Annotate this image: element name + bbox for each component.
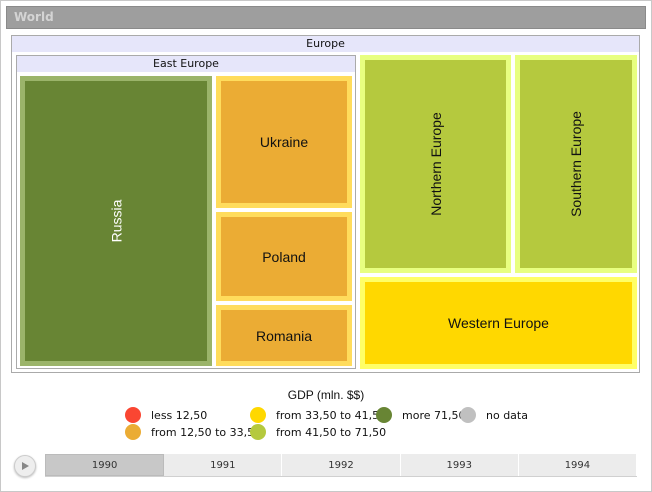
legend-label: less 12,50 bbox=[151, 408, 208, 422]
legend-item[interactable]: from 41,50 to 71,50 bbox=[250, 424, 386, 440]
legend-title: GDP (mln. $$) bbox=[287, 388, 365, 402]
treemap-leaf-fill: Romania bbox=[221, 310, 347, 361]
breadcrumb-world[interactable]: World bbox=[6, 6, 646, 29]
legend-label: from 12,50 to 33,50 bbox=[151, 425, 262, 439]
treemap-leaf-label: Northern Europe bbox=[427, 112, 444, 216]
treemap-leaf-southern[interactable]: Southern Europe bbox=[515, 55, 637, 273]
timeline-year-1992[interactable]: 1992 bbox=[282, 454, 401, 476]
treemap-leaf-label: Poland bbox=[262, 248, 306, 265]
treemap-leaf-fill: Ukraine bbox=[221, 81, 347, 203]
group-east-europe-header[interactable]: East Europe bbox=[17, 56, 355, 72]
legend-item[interactable]: from 33,50 to 41,50 bbox=[250, 407, 386, 423]
legend-swatch bbox=[125, 407, 141, 423]
legend-label: no data bbox=[486, 408, 528, 422]
legend-item[interactable]: from 12,50 to 33,50 bbox=[125, 424, 261, 440]
timeline[interactable]: 1990 1991 1992 1993 1994 bbox=[45, 454, 638, 477]
legend-label: more 71,50 bbox=[402, 408, 466, 422]
legend-item[interactable]: more 71,50 bbox=[376, 407, 465, 423]
legend-label: from 33,50 to 41,50 bbox=[276, 408, 387, 422]
treemap-leaf-russia[interactable]: Russia bbox=[20, 76, 212, 366]
legend-swatch bbox=[460, 407, 476, 423]
legend-swatch bbox=[250, 407, 266, 423]
play-button[interactable] bbox=[14, 455, 36, 477]
legend-swatch bbox=[125, 424, 141, 440]
play-icon bbox=[22, 462, 29, 470]
treemap-leaf-poland[interactable]: Poland bbox=[216, 212, 352, 301]
group-europe-header[interactable]: Europe bbox=[12, 36, 639, 52]
timeline-year-1994[interactable]: 1994 bbox=[519, 454, 638, 476]
treemap-leaf-northern[interactable]: Northern Europe bbox=[360, 55, 511, 273]
treemap-leaf-fill: Poland bbox=[221, 217, 347, 296]
treemap-leaf-label: Southern Europe bbox=[567, 111, 584, 217]
treemap-leaf-label: Romania bbox=[255, 327, 313, 344]
legend-item[interactable]: no data bbox=[460, 407, 528, 423]
treemap-leaf-label: Western Europe bbox=[448, 315, 549, 331]
legend-label: from 41,50 to 71,50 bbox=[276, 425, 387, 439]
treemap-leaf-fill: Russia bbox=[25, 81, 207, 361]
timeline-year-1993[interactable]: 1993 bbox=[401, 454, 519, 476]
treemap-leaf-fill: Northern Europe bbox=[365, 60, 506, 268]
treemap-leaf-fill: Southern Europe bbox=[520, 60, 632, 268]
treemap-leaf-label: Russia bbox=[107, 199, 124, 243]
treemap-leaf-fill: Western Europe bbox=[365, 282, 632, 364]
timeline-year-1990[interactable]: 1990 bbox=[45, 454, 165, 476]
treemap-leaf-western[interactable]: Western Europe bbox=[360, 277, 637, 369]
treemap-leaf-romania[interactable]: Romania bbox=[216, 305, 352, 366]
legend-swatch bbox=[376, 407, 392, 423]
legend-swatch bbox=[250, 424, 266, 440]
legend-item[interactable]: less 12,50 bbox=[125, 407, 207, 423]
treemap-leaf-label: Ukraine bbox=[259, 134, 309, 150]
treemap-leaf-ukraine[interactable]: Ukraine bbox=[216, 76, 352, 208]
timeline-year-1991[interactable]: 1991 bbox=[164, 454, 283, 476]
